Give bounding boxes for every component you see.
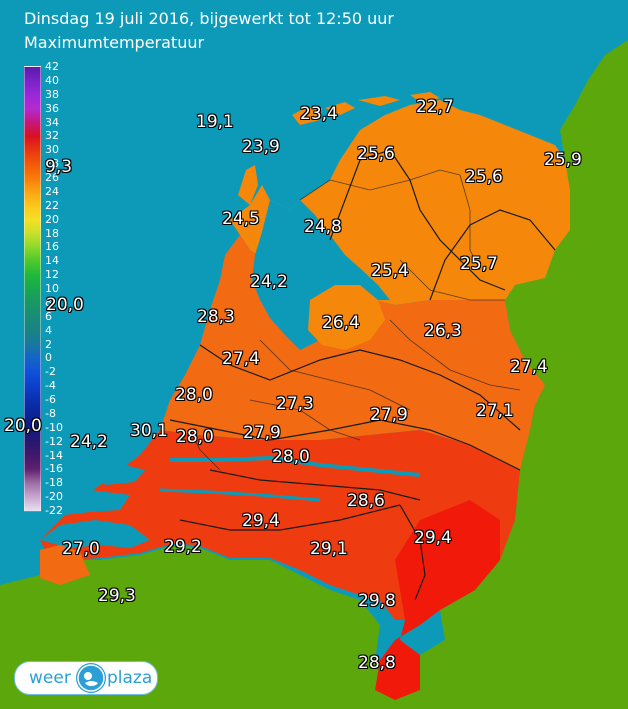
legend-tick-label: -14 <box>45 448 63 462</box>
legend-tick-label: -4 <box>45 379 56 393</box>
temp-label: 20,0 <box>46 295 84 315</box>
temp-label: 27,9 <box>370 405 408 425</box>
temp-label: 24,2 <box>70 432 108 452</box>
temp-label: 27,1 <box>476 401 514 421</box>
texel-island <box>238 165 258 205</box>
map-title: Dinsdag 19 juli 2016, bijgewerkt tot 12:… <box>24 9 394 28</box>
legend-tick-label: 24 <box>45 184 59 198</box>
temp-label: 28,0 <box>175 385 213 405</box>
temp-label: 25,9 <box>544 150 582 170</box>
weerplaza-logo: weer plaza <box>14 661 158 695</box>
temp-label: 25,7 <box>460 254 498 274</box>
legend-tick-label: 28 <box>45 157 59 171</box>
temp-label: 29,1 <box>310 539 348 559</box>
river-rhine <box>170 455 421 477</box>
temp-label: 9,3 <box>45 157 73 177</box>
schiermonnikoog-island <box>410 92 440 102</box>
legend-tick-label: 4 <box>45 323 52 337</box>
logo-text-left: weer <box>29 668 71 688</box>
legend-tick-label: 30 <box>45 143 59 157</box>
temp-label: 28,0 <box>176 427 214 447</box>
temp-label: 25,4 <box>371 261 409 281</box>
temperature-legend-bar <box>24 66 41 512</box>
temp-label: 29,3 <box>98 586 136 606</box>
legend-tick-label: -22 <box>45 504 63 517</box>
zeeland-water-2 <box>60 490 130 515</box>
legend-tick-label: -18 <box>45 476 63 490</box>
province-borders <box>189 169 521 471</box>
legend-tick-label: 12 <box>45 268 59 282</box>
temp-label: 28,3 <box>197 307 235 327</box>
temp-label: 24,2 <box>250 272 288 292</box>
legend-tick-label: 34 <box>45 115 59 129</box>
legend-tick-label: 38 <box>45 87 59 101</box>
temp-label: 24,8 <box>304 217 342 237</box>
legend-tick-label: 10 <box>45 282 59 295</box>
map-subtitle: Maximumtemperatuur <box>24 33 205 52</box>
temp-label: 28,8 <box>358 653 396 673</box>
temp-label: 29,4 <box>242 511 280 531</box>
legend-tick-label: 6 <box>45 309 52 323</box>
legend-tick-label: -10 <box>45 420 63 434</box>
legend-tick-label: -6 <box>45 393 56 406</box>
logo-text-right: plaza <box>107 668 153 688</box>
temp-label: 25,6 <box>465 167 503 187</box>
legend-tick-label: -20 <box>45 490 63 504</box>
temp-label: 29,8 <box>358 591 396 611</box>
nl-middle-region <box>160 235 545 470</box>
legend-tick-label: 18 <box>45 226 59 240</box>
legend-tick-label: 22 <box>45 198 59 212</box>
legend-tick-label: 2 <box>45 337 52 351</box>
temp-label: 26,4 <box>322 313 360 333</box>
legend-tick-label: 36 <box>45 101 59 115</box>
temp-label: 27,4 <box>510 357 548 377</box>
legend-tick-label: 32 <box>45 129 59 143</box>
legend-tick-label: -16 <box>45 462 63 476</box>
temp-label: 30,1 <box>130 421 168 441</box>
temp-label: 23,4 <box>300 104 338 124</box>
temp-label: 29,4 <box>414 528 452 548</box>
legend-tick-label: -8 <box>45 406 56 420</box>
legend-tick-label: 26 <box>45 171 59 184</box>
legend-tick-label: 14 <box>45 254 59 268</box>
legend-tick-label: 40 <box>45 73 59 87</box>
vlieland-island <box>292 108 322 125</box>
ijsselmeer-water <box>252 200 390 350</box>
isotherm-lines <box>169 149 556 601</box>
legend-tick-label: 16 <box>45 240 59 254</box>
temp-label: 27,9 <box>243 423 281 443</box>
legend-tick-label: 0 <box>45 351 52 365</box>
legend-tick-label: 20 <box>45 212 59 226</box>
zeeland-island-west <box>40 545 90 585</box>
temp-label: 27,3 <box>276 394 314 414</box>
temp-label: 25,6 <box>357 144 395 164</box>
legend-tick-label: 8 <box>45 295 52 309</box>
temp-label: 24,5 <box>222 209 260 229</box>
flevoland-land <box>308 285 385 350</box>
zeeland-water-3 <box>95 465 145 485</box>
ameland-island <box>358 96 400 106</box>
legend-tick-label: 42 <box>45 60 59 73</box>
temp-label: 23,9 <box>242 137 280 157</box>
temp-label: 20,0 <box>4 416 42 436</box>
temp-label: 28,6 <box>347 491 385 511</box>
nl-limburg-region <box>375 500 500 700</box>
temp-label: 28,0 <box>272 447 310 467</box>
river-maas <box>159 488 321 502</box>
legend-tick-label: -2 <box>45 365 56 379</box>
temp-label: 29,2 <box>164 537 202 557</box>
temp-label: 26,3 <box>424 321 462 341</box>
legend-tick-label: -12 <box>45 434 63 448</box>
terschelling-island <box>325 102 355 115</box>
zeeland-water-1 <box>40 520 150 548</box>
temp-label: 27,4 <box>222 349 260 369</box>
germany-land <box>420 40 628 709</box>
temp-label: 19,1 <box>196 112 234 132</box>
temp-label: 22,7 <box>416 97 454 117</box>
weather-ball-icon <box>76 663 106 693</box>
temp-label: 27,0 <box>62 539 100 559</box>
